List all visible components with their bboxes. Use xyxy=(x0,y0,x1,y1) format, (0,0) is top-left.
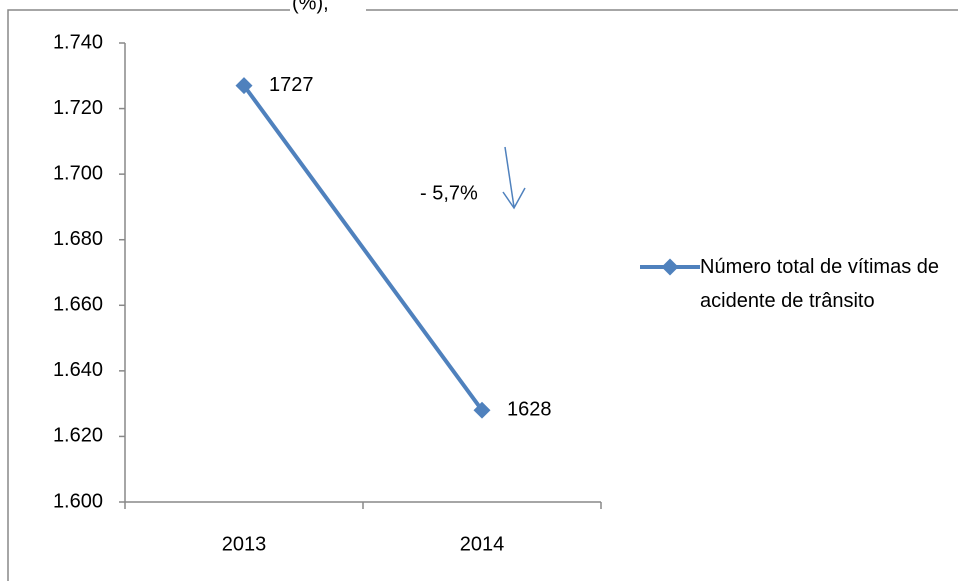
y-tick-label: 1.740 xyxy=(53,31,103,53)
y-tick-label: 1.640 xyxy=(53,359,103,381)
annotation: - 5,7% xyxy=(420,182,478,204)
y-tick-label: 1.620 xyxy=(53,425,103,447)
marker xyxy=(473,401,491,419)
annotation-arrow-head xyxy=(502,187,526,210)
legend-label: Número total de vítimas de acidente de t… xyxy=(700,256,939,312)
value-label: 1727 xyxy=(269,74,314,96)
y-tick-label: 1.720 xyxy=(53,97,103,119)
chart-title: (%), xyxy=(292,0,329,14)
annotation-arrow xyxy=(504,146,515,208)
legend-marker xyxy=(661,258,679,276)
y-tick-label: 1.600 xyxy=(53,490,103,512)
value-label: 1628 xyxy=(507,398,552,420)
frame xyxy=(7,9,290,581)
y-tick-label: 1.700 xyxy=(53,162,103,184)
y-tick-label: 1.660 xyxy=(53,294,103,316)
series-line xyxy=(242,84,484,412)
marker xyxy=(235,77,253,95)
x-tick-label: 2014 xyxy=(460,533,505,555)
x-tick-label: 2013 xyxy=(222,533,267,555)
y-tick-label: 1.680 xyxy=(53,228,103,250)
